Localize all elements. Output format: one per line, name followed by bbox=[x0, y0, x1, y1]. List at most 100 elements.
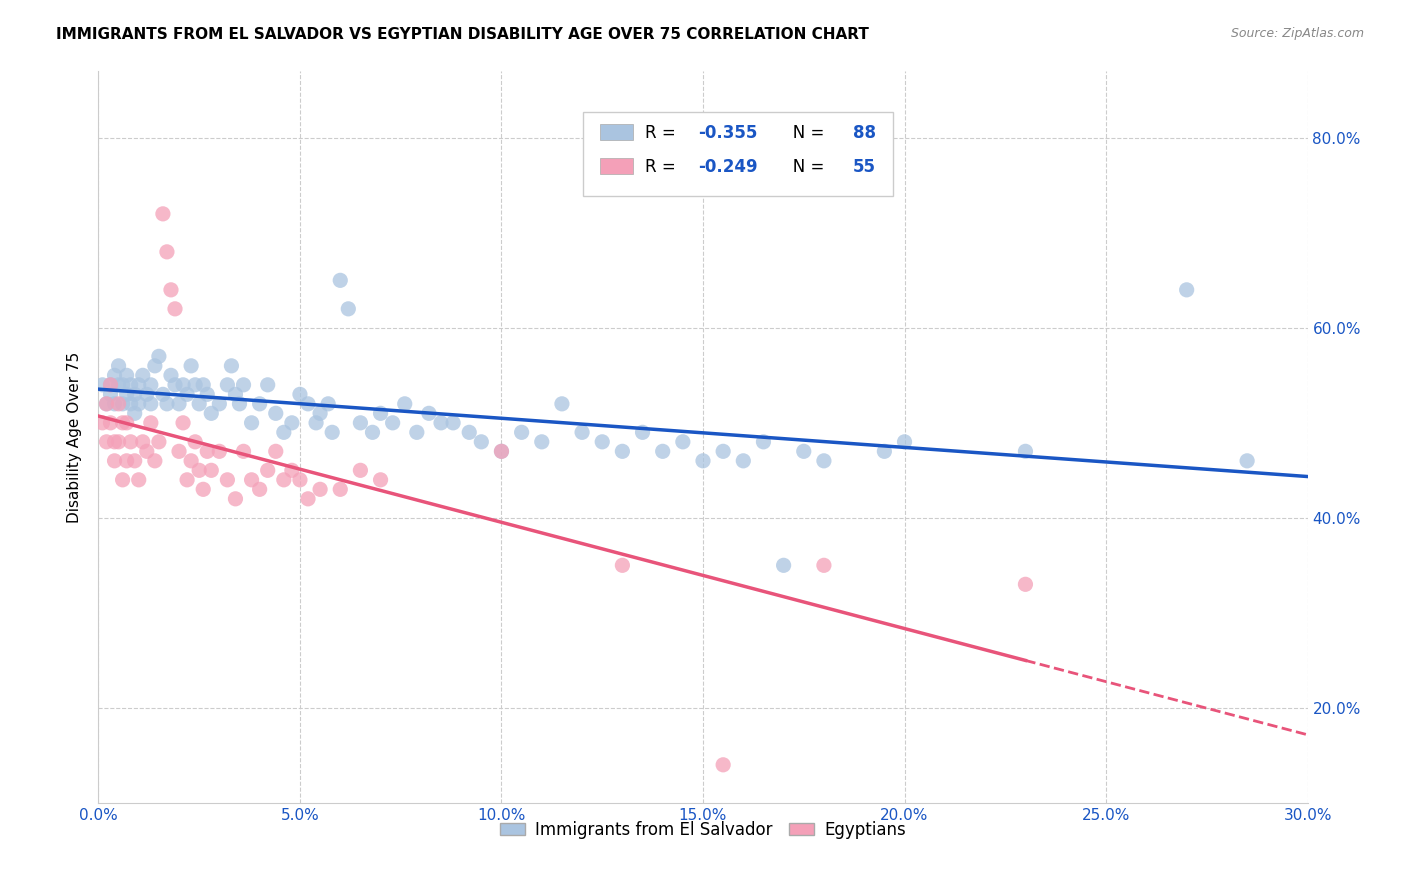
Point bbox=[256, 463, 278, 477]
Point bbox=[184, 377, 207, 392]
Point bbox=[441, 416, 464, 430]
Point bbox=[491, 444, 513, 458]
Point bbox=[200, 463, 222, 477]
Point bbox=[288, 473, 311, 487]
Point bbox=[193, 483, 215, 497]
Point bbox=[651, 444, 673, 458]
Text: N =: N = bbox=[776, 158, 830, 176]
Point bbox=[167, 397, 190, 411]
Point bbox=[180, 359, 202, 373]
Point bbox=[103, 434, 125, 449]
Point bbox=[297, 397, 319, 411]
Point bbox=[240, 416, 263, 430]
Point bbox=[711, 444, 734, 458]
Point bbox=[167, 444, 190, 458]
Point bbox=[115, 368, 138, 383]
Point bbox=[249, 483, 271, 497]
Text: -0.355: -0.355 bbox=[697, 124, 758, 142]
Point bbox=[813, 454, 835, 468]
Point bbox=[349, 463, 371, 477]
Point bbox=[172, 416, 194, 430]
Point bbox=[510, 425, 533, 440]
Point bbox=[139, 377, 162, 392]
Point bbox=[100, 416, 122, 430]
Point bbox=[405, 425, 427, 440]
Point bbox=[316, 397, 339, 411]
Point bbox=[1014, 444, 1036, 458]
Point bbox=[139, 416, 162, 430]
Point bbox=[115, 416, 138, 430]
Point bbox=[120, 397, 142, 411]
Point bbox=[458, 425, 481, 440]
Point bbox=[361, 425, 384, 440]
Point bbox=[124, 406, 146, 420]
Point bbox=[163, 377, 186, 392]
Point bbox=[297, 491, 319, 506]
Point bbox=[309, 483, 332, 497]
Point bbox=[288, 387, 311, 401]
Point bbox=[264, 444, 287, 458]
Point bbox=[329, 273, 352, 287]
Point bbox=[711, 757, 734, 772]
Point bbox=[813, 558, 835, 573]
Point bbox=[273, 473, 295, 487]
Point bbox=[631, 425, 654, 440]
Point bbox=[733, 454, 755, 468]
Point bbox=[103, 397, 125, 411]
Point bbox=[128, 473, 150, 487]
Point bbox=[224, 387, 246, 401]
Point bbox=[217, 473, 239, 487]
Point bbox=[381, 416, 404, 430]
Point bbox=[273, 425, 295, 440]
Point bbox=[217, 377, 239, 392]
Text: R =: R = bbox=[644, 158, 681, 176]
Point bbox=[152, 207, 174, 221]
Point bbox=[1014, 577, 1036, 591]
Point bbox=[111, 416, 134, 430]
Point bbox=[571, 425, 593, 440]
Point bbox=[132, 434, 155, 449]
Point bbox=[124, 387, 146, 401]
Point bbox=[100, 377, 122, 392]
Point bbox=[103, 454, 125, 468]
Point bbox=[370, 473, 392, 487]
Point bbox=[180, 454, 202, 468]
Point bbox=[100, 377, 122, 392]
Point bbox=[188, 397, 211, 411]
Point bbox=[111, 377, 134, 392]
Point bbox=[172, 377, 194, 392]
Point bbox=[160, 283, 183, 297]
Text: R =: R = bbox=[644, 124, 681, 142]
Point bbox=[115, 387, 138, 401]
Point bbox=[305, 416, 328, 430]
Point bbox=[91, 377, 114, 392]
Point bbox=[281, 463, 304, 477]
Text: 88: 88 bbox=[852, 124, 876, 142]
Point bbox=[612, 558, 634, 573]
Point bbox=[152, 387, 174, 401]
Point bbox=[139, 397, 162, 411]
Point bbox=[135, 444, 157, 458]
Point bbox=[120, 377, 142, 392]
Point bbox=[337, 301, 360, 316]
Point bbox=[221, 359, 243, 373]
Point bbox=[256, 377, 278, 392]
Point bbox=[128, 397, 150, 411]
Point bbox=[176, 387, 198, 401]
Point bbox=[893, 434, 915, 449]
Point bbox=[1236, 454, 1258, 468]
Point bbox=[228, 397, 250, 411]
Point bbox=[772, 558, 794, 573]
Point bbox=[111, 397, 134, 411]
Point bbox=[96, 434, 118, 449]
Point bbox=[224, 491, 246, 506]
Point bbox=[470, 434, 492, 449]
Point bbox=[321, 425, 343, 440]
Point bbox=[188, 463, 211, 477]
Point bbox=[530, 434, 553, 449]
Point bbox=[143, 359, 166, 373]
Point bbox=[156, 397, 179, 411]
Point bbox=[115, 454, 138, 468]
Point bbox=[232, 444, 254, 458]
Point bbox=[394, 397, 416, 411]
